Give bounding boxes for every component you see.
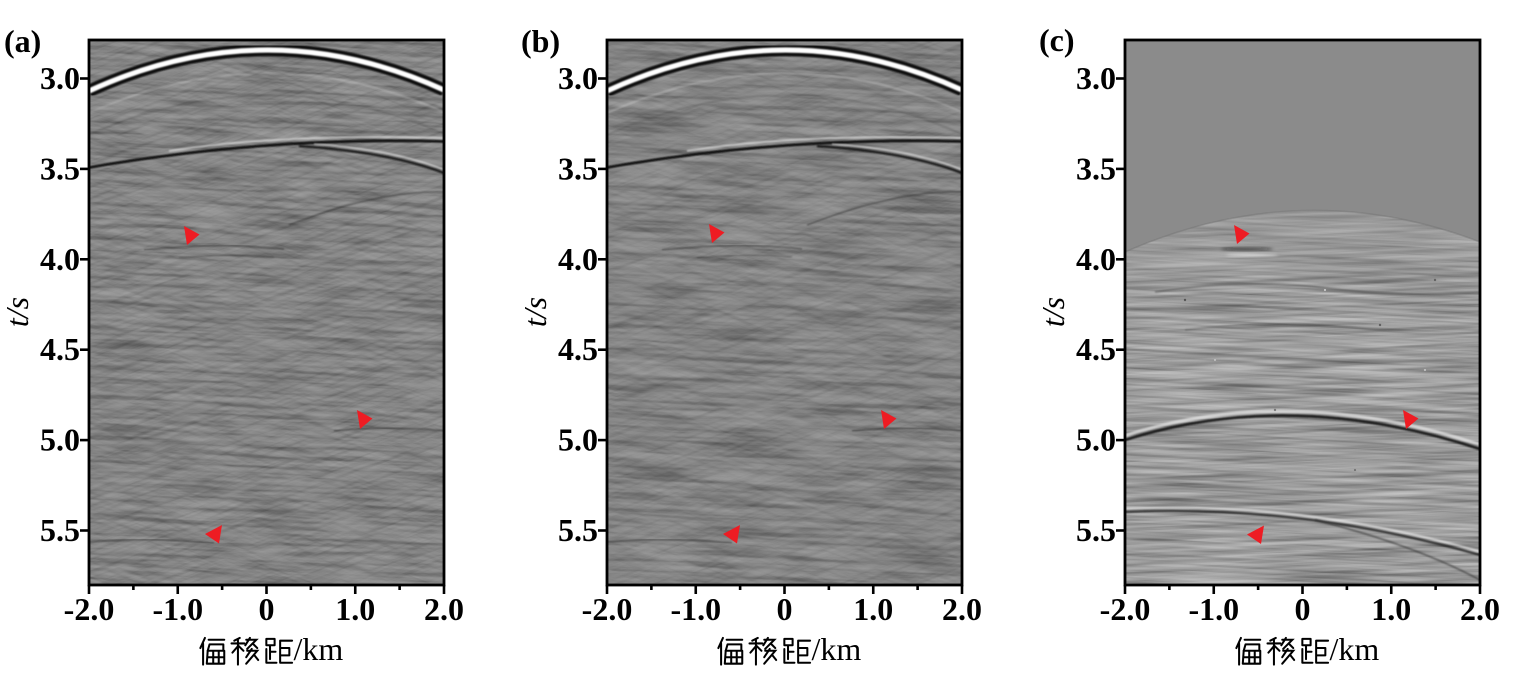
svg-text:5.0: 5.0 — [1076, 422, 1116, 458]
svg-text:3.0: 3.0 — [558, 60, 598, 96]
svg-text:(a): (a) — [4, 23, 41, 59]
svg-text:2.0: 2.0 — [424, 591, 464, 627]
svg-text:5.0: 5.0 — [40, 422, 80, 458]
svg-text:t/s: t/s — [1035, 297, 1071, 327]
svg-text:5.0: 5.0 — [558, 422, 598, 458]
svg-text:2.0: 2.0 — [942, 591, 982, 627]
svg-text:-2.0: -2.0 — [582, 591, 633, 627]
svg-text:t/s: t/s — [0, 297, 35, 327]
svg-text:4.5: 4.5 — [558, 331, 598, 367]
svg-text:-2.0: -2.0 — [64, 591, 115, 627]
svg-text:4.5: 4.5 — [40, 331, 80, 367]
svg-text:4.0: 4.0 — [1076, 241, 1116, 277]
svg-text:-1.0: -1.0 — [152, 591, 203, 627]
svg-text:1.0: 1.0 — [1371, 591, 1411, 627]
svg-text:2.0: 2.0 — [1460, 591, 1500, 627]
svg-text:(b): (b) — [521, 23, 560, 59]
svg-text:0: 0 — [259, 591, 275, 627]
svg-text:4.0: 4.0 — [40, 241, 80, 277]
svg-text:1.0: 1.0 — [853, 591, 893, 627]
svg-text:3.5: 3.5 — [1076, 150, 1116, 186]
svg-text:-2.0: -2.0 — [1100, 591, 1151, 627]
svg-text:0: 0 — [777, 591, 793, 627]
svg-text:/km: /km — [294, 631, 344, 667]
svg-text:3.0: 3.0 — [40, 60, 80, 96]
svg-text:3.0: 3.0 — [1076, 60, 1116, 96]
svg-text:4.5: 4.5 — [1076, 331, 1116, 367]
svg-text:(c): (c) — [1039, 22, 1075, 58]
svg-text:5.5: 5.5 — [558, 512, 598, 548]
svg-text:/km: /km — [812, 631, 862, 667]
svg-text:3.5: 3.5 — [558, 150, 598, 186]
svg-text:5.5: 5.5 — [1076, 512, 1116, 548]
svg-text:5.5: 5.5 — [40, 512, 80, 548]
svg-text:1.0: 1.0 — [335, 591, 375, 627]
svg-text:-1.0: -1.0 — [1188, 591, 1239, 627]
svg-text:t/s: t/s — [517, 297, 553, 327]
svg-text:/km: /km — [1330, 631, 1380, 667]
svg-text:4.0: 4.0 — [558, 241, 598, 277]
svg-text:3.5: 3.5 — [40, 150, 80, 186]
svg-text:0: 0 — [1295, 591, 1311, 627]
svg-text:-1.0: -1.0 — [670, 591, 721, 627]
